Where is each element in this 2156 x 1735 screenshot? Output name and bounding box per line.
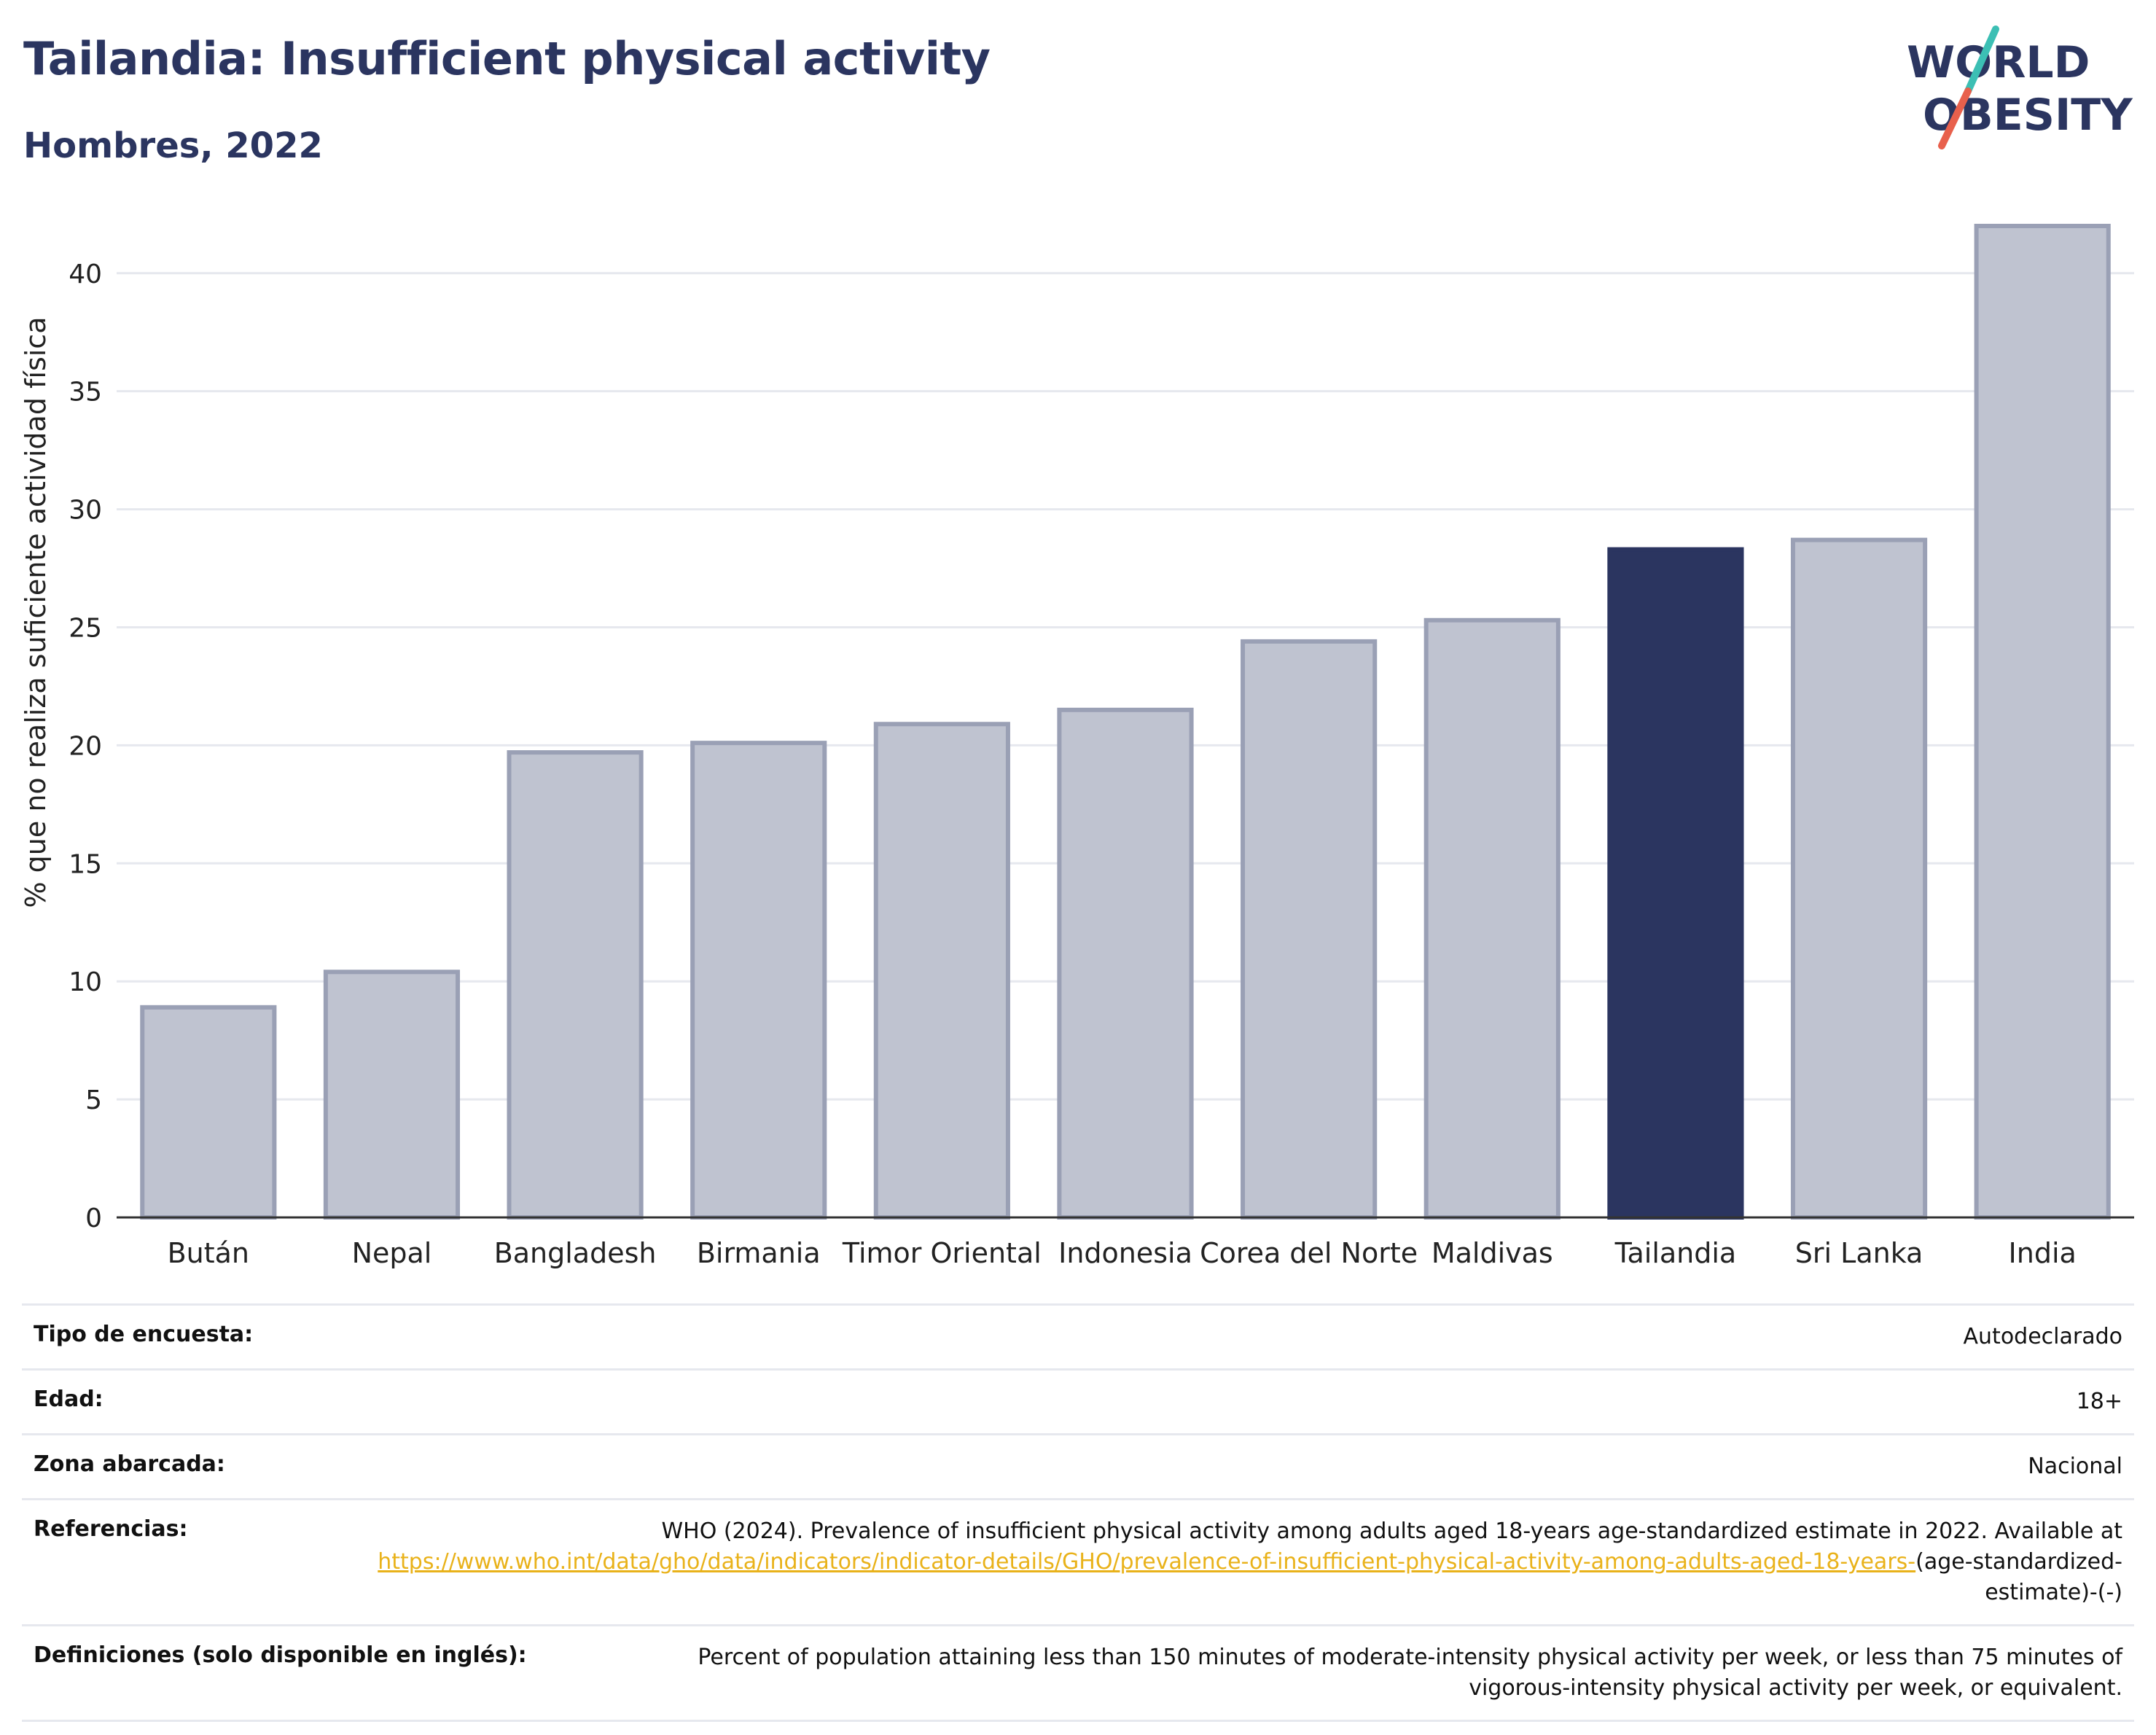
logo-slash-bottom: [1938, 87, 1972, 149]
y-tick-label: 25: [69, 613, 102, 643]
references-text: WHO (2024). Prevalence of insufficient p…: [661, 1518, 2122, 1544]
y-tick-label: 40: [69, 260, 102, 289]
y-tick-label: 35: [69, 378, 102, 408]
info-table: Tipo de encuesta: Autodeclarado Edad: 18…: [22, 1303, 2134, 1722]
x-tick-label: Corea del Norte: [1200, 1237, 1418, 1268]
x-tick-label: Indonesia: [1058, 1237, 1192, 1268]
y-tick-label: 0: [85, 1204, 102, 1233]
y-ticks: 0 5 10 15 20 25 30 35 40: [69, 260, 102, 1233]
bar-11: [1974, 224, 2111, 1220]
references-text-after: (age-standardized-estimate)-(-): [1915, 1549, 2122, 1605]
bar-chart: 0 5 10 15 20 25 30 35 40 Bután Nepal Bangladesh Bir…: [20, 224, 2134, 1268]
y-tick-label: 10: [69, 967, 102, 997]
logo-slash-top: [1964, 26, 1999, 95]
x-tick-label: Maldivas: [1432, 1237, 1553, 1268]
chart-title: Tailandia: Insufficient physical activit…: [23, 32, 991, 85]
bar-6: [1057, 707, 1194, 1220]
bar-2: [323, 970, 461, 1220]
info-value: Autodeclarado: [1963, 1324, 2122, 1349]
info-row-references: Referencias: WHO (2024). Prevalence of i…: [22, 1498, 2134, 1624]
info-value: 18+: [2076, 1389, 2122, 1414]
logo-line1: WORLD: [1907, 37, 2090, 88]
references-value: WHO (2024). Prevalence of insufficient p…: [188, 1516, 2122, 1608]
info-label: Zona abarcada:: [34, 1451, 225, 1477]
info-label: Edad:: [34, 1387, 103, 1412]
bars: [140, 224, 2111, 1220]
x-tick-label: Birmania: [697, 1237, 821, 1268]
x-tick-label: Timor Oriental: [842, 1237, 1042, 1268]
x-tick-label: India: [2009, 1237, 2077, 1268]
x-tick-label: Nepal: [352, 1237, 432, 1268]
info-row-age: Edad: 18+: [22, 1368, 2134, 1433]
bar-8: [1423, 617, 1561, 1220]
bar-1: [140, 1005, 277, 1220]
info-row-survey-type: Tipo de encuesta: Autodeclarado: [22, 1303, 2134, 1368]
y-tick-label: 5: [85, 1085, 102, 1115]
info-label: Tipo de encuesta:: [34, 1322, 254, 1347]
x-tick-label: Bangladesh: [494, 1237, 657, 1268]
bar-4: [690, 741, 827, 1220]
y-tick-label: 20: [69, 731, 102, 761]
references-link[interactable]: https://www.who.int/data/gho/data/indica…: [378, 1549, 1916, 1575]
info-value: Percent of population attaining less tha…: [698, 1645, 2122, 1701]
info-value: Nacional: [2028, 1454, 2122, 1479]
world-obesity-logo: WORLD OBESITY: [1907, 26, 2133, 149]
y-tick-label: 30: [69, 496, 102, 526]
x-tick-label: Sri Lanka: [1795, 1237, 1923, 1268]
x-tick-label: Tailandia: [1614, 1237, 1737, 1268]
info-label: Referencias:: [34, 1516, 188, 1542]
y-tick-label: 15: [69, 849, 102, 879]
info-row-definitions: Definiciones (solo disponible en inglés)…: [22, 1624, 2134, 1722]
x-tick-labels: Bután Nepal Bangladesh Birmania Timor Orient…: [168, 1237, 2077, 1268]
bar-9: [1607, 547, 1744, 1220]
bar-10: [1790, 537, 1928, 1220]
info-label: Definiciones (solo disponible en inglés)…: [34, 1642, 527, 1668]
info-row-coverage: Zona abarcada: Nacional: [22, 1433, 2134, 1498]
chart-subtitle: Hombres, 2022: [23, 125, 323, 166]
bar-7: [1241, 639, 1378, 1220]
x-tick-label: Bután: [168, 1237, 249, 1268]
bar-3: [507, 750, 644, 1220]
y-axis-label: % que no realiza suficiente actividad fí…: [20, 317, 52, 908]
bar-5: [873, 722, 1010, 1220]
